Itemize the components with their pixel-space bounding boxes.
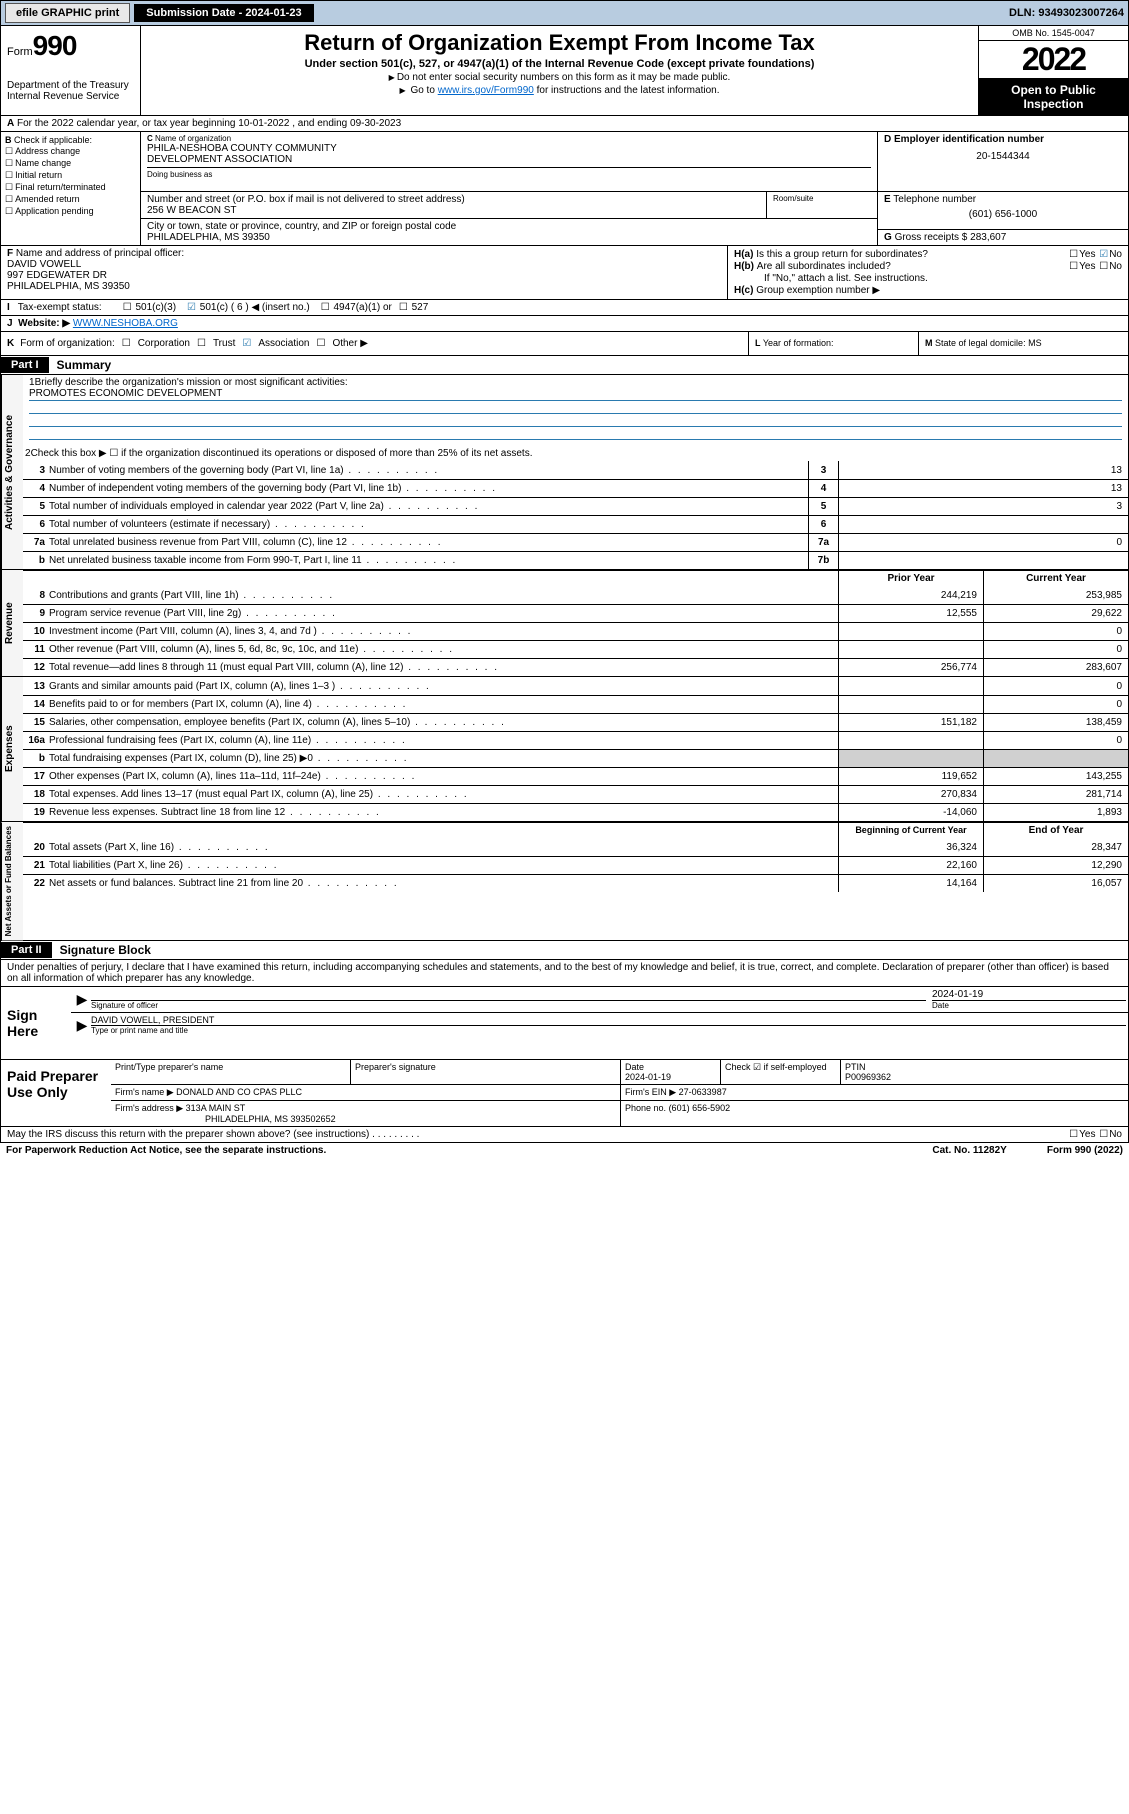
box-d-ein: D Employer identification number 20-1544… <box>878 132 1128 191</box>
box-f-officer: F Name and address of principal officer:… <box>1 246 728 299</box>
summary-row: 11Other revenue (Part VIII, column (A), … <box>23 640 1128 658</box>
box-m-state: M State of legal domicile: MS <box>918 332 1128 355</box>
box-e-telephone: E Telephone number (601) 656-1000 <box>878 192 1128 230</box>
summary-row: 19Revenue less expenses. Subtract line 1… <box>23 803 1128 821</box>
form-title: Return of Organization Exempt From Incom… <box>151 30 968 56</box>
box-g-gross: G Gross receipts $ 283,607 <box>878 230 1128 245</box>
summary-row: 14Benefits paid to or for members (Part … <box>23 695 1128 713</box>
summary-row: 18Total expenses. Add lines 13–17 (must … <box>23 785 1128 803</box>
discuss-yes[interactable] <box>1068 1129 1079 1140</box>
submission-date: Submission Date - 2024-01-23 <box>134 4 313 22</box>
chk-address-change[interactable]: Address change <box>5 146 136 157</box>
box-l-year: L Year of formation: <box>748 332 918 355</box>
ha-no[interactable] <box>1098 249 1109 260</box>
summary-row: 4Number of independent voting members of… <box>23 479 1128 497</box>
box-k-form-org: K Form of organization: Corporation Trus… <box>1 332 748 355</box>
box-c-city: City or town, state or province, country… <box>141 219 877 245</box>
summary-row: 22Net assets or fund balances. Subtract … <box>23 874 1128 892</box>
summary-row: 8Contributions and grants (Part VIII, li… <box>23 586 1128 604</box>
summary-row: 10Investment income (Part VIII, column (… <box>23 622 1128 640</box>
irs-link[interactable]: www.irs.gov/Form990 <box>438 85 534 96</box>
box-h: H(a) Is this a group return for subordin… <box>728 246 1128 299</box>
chk-application-pending[interactable]: Application pending <box>5 206 136 217</box>
summary-row: 21Total liabilities (Part X, line 26) 22… <box>23 856 1128 874</box>
efile-button[interactable]: efile GRAPHIC print <box>5 3 130 23</box>
summary-row: 3Number of voting members of the governi… <box>23 461 1128 479</box>
summary-row: 17Other expenses (Part IX, column (A), l… <box>23 767 1128 785</box>
box-c-name: C Name of organization PHILA-NESHOBA COU… <box>141 132 878 191</box>
omb-number: OMB No. 1545-0047 <box>979 26 1128 41</box>
form-subtitle: Under section 501(c), 527, or 4947(a)(1)… <box>151 58 968 70</box>
row-k-l-m: K Form of organization: Corporation Trus… <box>0 332 1129 356</box>
part1-header: Part I Summary <box>0 356 1129 375</box>
open-public-badge: Open to Public Inspection <box>979 79 1128 115</box>
chk-amended-return[interactable]: Amended return <box>5 194 136 205</box>
summary-row: 6Total number of volunteers (estimate if… <box>23 515 1128 533</box>
row-f-h: F Name and address of principal officer:… <box>0 246 1129 300</box>
irs-label: Internal Revenue Service <box>7 91 134 102</box>
form-header: Form990 Department of the Treasury Inter… <box>0 26 1129 116</box>
hb-yes[interactable] <box>1068 261 1079 272</box>
topbar: efile GRAPHIC print Submission Date - 20… <box>0 0 1129 26</box>
summary-row: 16aProfessional fundraising fees (Part I… <box>23 731 1128 749</box>
form-word: Form <box>7 46 33 58</box>
form-number: 990 <box>33 30 77 61</box>
box-j-website: J Website: ▶ WWW.NESHOBA.ORG <box>0 316 1129 332</box>
hb-no[interactable] <box>1098 261 1109 272</box>
box-i-tax-status: ITax-exempt status: 501(c)(3) 501(c) ( 6… <box>1 300 1128 315</box>
box-c-street: Number and street (or P.O. box if mail i… <box>141 192 767 218</box>
footer: For Paperwork Reduction Act Notice, see … <box>0 1143 1129 1158</box>
perjury-declaration: Under penalties of perjury, I declare th… <box>0 960 1129 987</box>
summary-row: 12Total revenue—add lines 8 through 11 (… <box>23 658 1128 676</box>
ssn-note: Do not enter social security numbers on … <box>151 72 968 83</box>
chk-final-return[interactable]: Final return/terminated <box>5 182 136 193</box>
part1-body: Activities & Governance 1Briefly describ… <box>0 375 1129 941</box>
vtab-net-assets: Net Assets or Fund Balances <box>1 822 23 940</box>
discuss-no[interactable] <box>1098 1129 1109 1140</box>
summary-row: 13Grants and similar amounts paid (Part … <box>23 677 1128 695</box>
summary-row: bTotal fundraising expenses (Part IX, co… <box>23 749 1128 767</box>
summary-row: 9Program service revenue (Part VIII, lin… <box>23 604 1128 622</box>
ha-yes[interactable] <box>1068 249 1079 260</box>
summary-row: 7aTotal unrelated business revenue from … <box>23 533 1128 551</box>
dln: DLN: 93493023007264 <box>1009 7 1124 19</box>
box-b: B Check if applicable: Address change Na… <box>1 132 141 245</box>
summary-row: 5Total number of individuals employed in… <box>23 497 1128 515</box>
tax-year: 2022 <box>979 41 1128 79</box>
chk-name-change[interactable]: Name change <box>5 158 136 169</box>
chk-initial-return[interactable]: Initial return <box>5 170 136 181</box>
vtab-activities: Activities & Governance <box>1 375 23 569</box>
summary-row: 15Salaries, other compensation, employee… <box>23 713 1128 731</box>
line-a: A For the 2022 calendar year, or tax yea… <box>0 116 1129 132</box>
goto-note: Go to www.irs.gov/Form990 for instructio… <box>151 85 968 96</box>
summary-row: bNet unrelated business taxable income f… <box>23 551 1128 569</box>
website-link[interactable]: WWW.NESHOBA.ORG <box>73 318 178 329</box>
dept-treasury: Department of the Treasury <box>7 80 134 91</box>
irs-discuss-row: May the IRS discuss this return with the… <box>0 1127 1129 1143</box>
part2-header: Part II Signature Block <box>0 941 1129 960</box>
paid-preparer-block: Paid Preparer Use Only Print/Type prepar… <box>0 1060 1129 1127</box>
summary-row: 20Total assets (Part X, line 16) 36,324 … <box>23 838 1128 856</box>
vtab-revenue: Revenue <box>1 570 23 676</box>
sign-here-block: Sign Here ▶ Signature of officer 2024-01… <box>0 987 1129 1060</box>
section-b-to-g: B Check if applicable: Address change Na… <box>0 132 1129 246</box>
box-c-room: Room/suite <box>767 192 877 218</box>
vtab-expenses: Expenses <box>1 677 23 821</box>
